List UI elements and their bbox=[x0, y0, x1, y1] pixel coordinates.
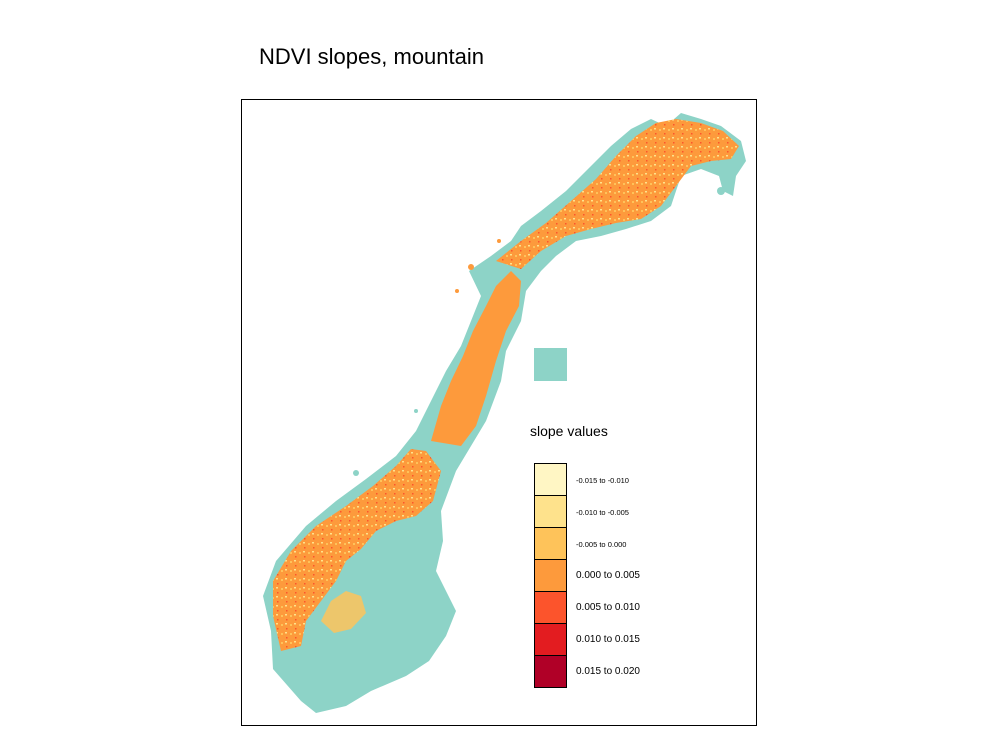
island bbox=[497, 239, 501, 243]
land-base bbox=[263, 113, 746, 713]
legend-swatch: 0.010 to 0.015 bbox=[534, 623, 640, 656]
island bbox=[353, 470, 359, 476]
legend: -0.015 to -0.010 -0.010 to -0.005 -0.005 t… bbox=[534, 463, 640, 688]
legend-label: -0.015 to -0.010 bbox=[576, 476, 629, 485]
map-panel bbox=[241, 99, 757, 726]
island bbox=[455, 289, 459, 293]
legend-swatch: -0.015 to -0.010 bbox=[534, 463, 629, 496]
island bbox=[414, 409, 418, 413]
legend-swatch: 0.005 to 0.010 bbox=[534, 591, 640, 624]
legend-swatch: -0.010 to -0.005 bbox=[534, 495, 629, 528]
island bbox=[468, 264, 474, 270]
mountain-texture-south bbox=[273, 449, 441, 651]
negative-slope-patch bbox=[321, 591, 366, 633]
mountain-area-central bbox=[431, 271, 521, 446]
legend-label: 0.010 to 0.015 bbox=[576, 634, 640, 645]
legend-label: -0.005 to 0.000 bbox=[576, 540, 627, 549]
norway-map bbox=[263, 113, 746, 713]
legend-swatch: 0.015 to 0.020 bbox=[534, 655, 640, 688]
legend-label: 0.015 to 0.020 bbox=[576, 666, 640, 677]
legend-label: 0.005 to 0.010 bbox=[576, 602, 640, 613]
legend-label: 0.000 to 0.005 bbox=[576, 570, 640, 581]
legend-title: slope values bbox=[530, 423, 608, 439]
legend-label: -0.010 to -0.005 bbox=[576, 508, 629, 517]
legend-swatch: 0.000 to 0.005 bbox=[534, 559, 640, 592]
legend-swatch: -0.005 to 0.000 bbox=[534, 527, 626, 560]
island bbox=[717, 187, 725, 195]
map-title: NDVI slopes, mountain bbox=[259, 44, 484, 69]
mountain-texture-north bbox=[496, 119, 739, 269]
na-swatch bbox=[534, 348, 567, 381]
